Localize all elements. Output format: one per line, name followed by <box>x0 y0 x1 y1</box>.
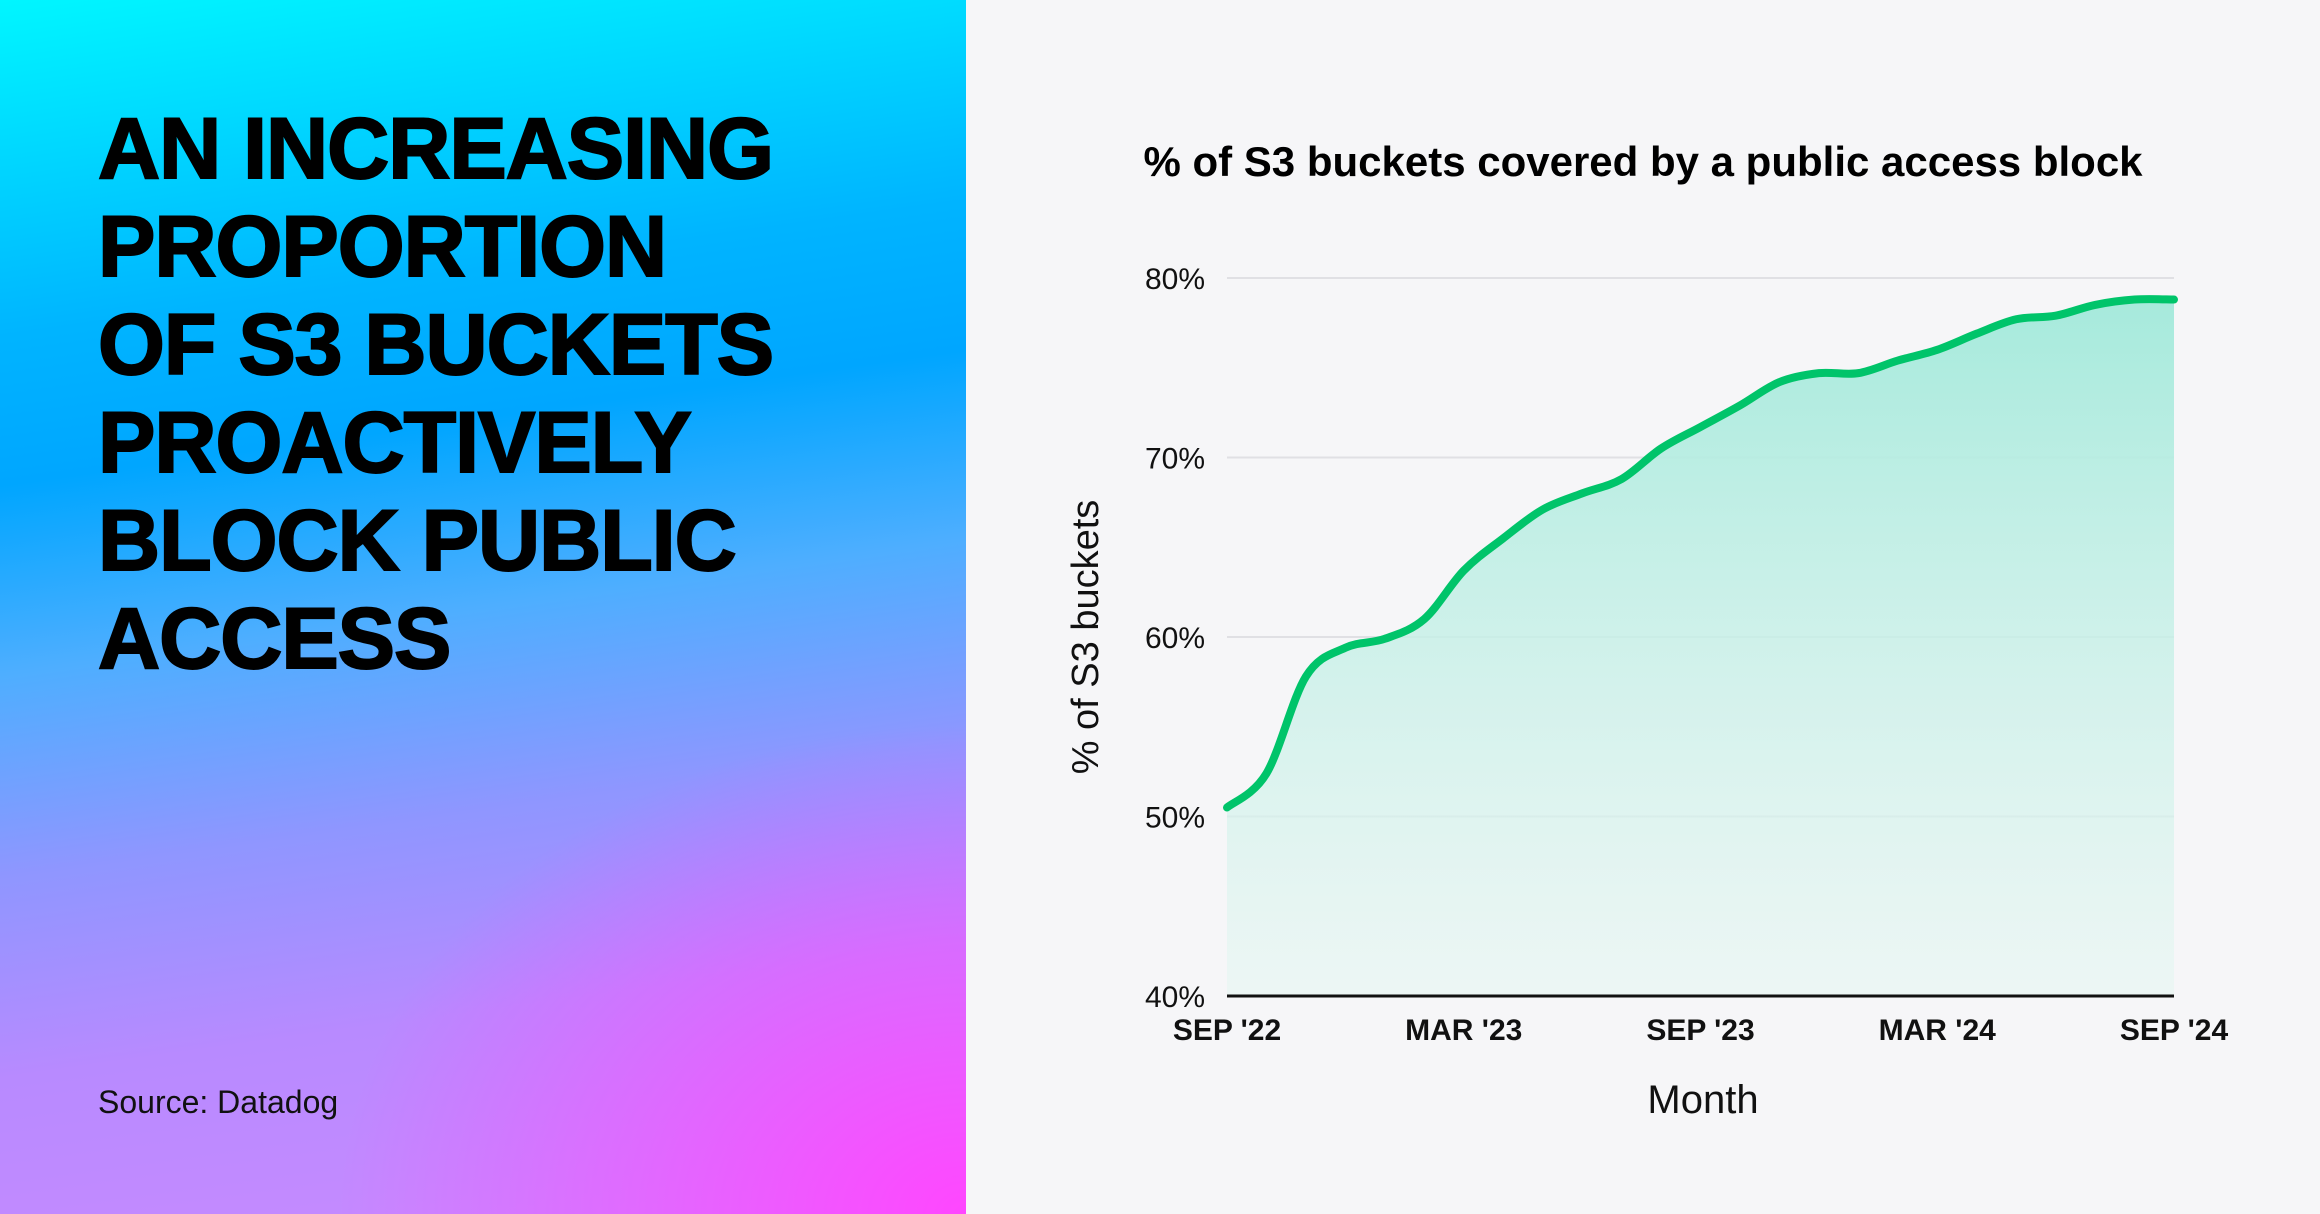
chart-title: % of S3 buckets covered by a public acce… <box>1143 138 2143 185</box>
headline-line: PROPORTION <box>97 198 668 296</box>
source-note: Source: Datadog <box>98 1084 339 1120</box>
headline-line: AN INCREASING <box>97 100 775 198</box>
headline-line: BLOCK PUBLIC <box>97 492 738 590</box>
x-tick-label: MAR '24 <box>1879 1014 1996 1047</box>
chart: % of S3 buckets covered by a public acce… <box>1065 138 2229 1122</box>
x-axis-label: Month <box>1647 1078 1758 1122</box>
y-tick-label: 40% <box>1145 981 1205 1014</box>
y-tick-label: 60% <box>1145 622 1205 655</box>
headline-line: PROACTIVELY <box>97 394 693 492</box>
headline-panel: AN INCREASING PROPORTION OF S3 BUCKETS P… <box>0 0 966 1214</box>
area-fill <box>1227 299 2174 996</box>
chart-panel: % of S3 buckets covered by a public acce… <box>966 0 2320 1214</box>
y-tick-label: 80% <box>1145 263 1205 296</box>
y-tick-label: 70% <box>1145 443 1205 476</box>
x-tick-label: SEP '24 <box>2120 1014 2229 1047</box>
y-axis-label: % of S3 buckets <box>1065 500 1107 775</box>
x-tick-label: MAR '23 <box>1405 1014 1522 1047</box>
x-tick-label: SEP '22 <box>1173 1014 1281 1047</box>
headline-line: OF S3 BUCKETS <box>97 296 775 394</box>
x-tick-label: SEP '23 <box>1646 1014 1754 1047</box>
headline: AN INCREASING PROPORTION OF S3 BUCKETS P… <box>97 100 775 688</box>
headline-line: ACCESS <box>97 590 452 688</box>
y-tick-label: 50% <box>1145 802 1205 835</box>
